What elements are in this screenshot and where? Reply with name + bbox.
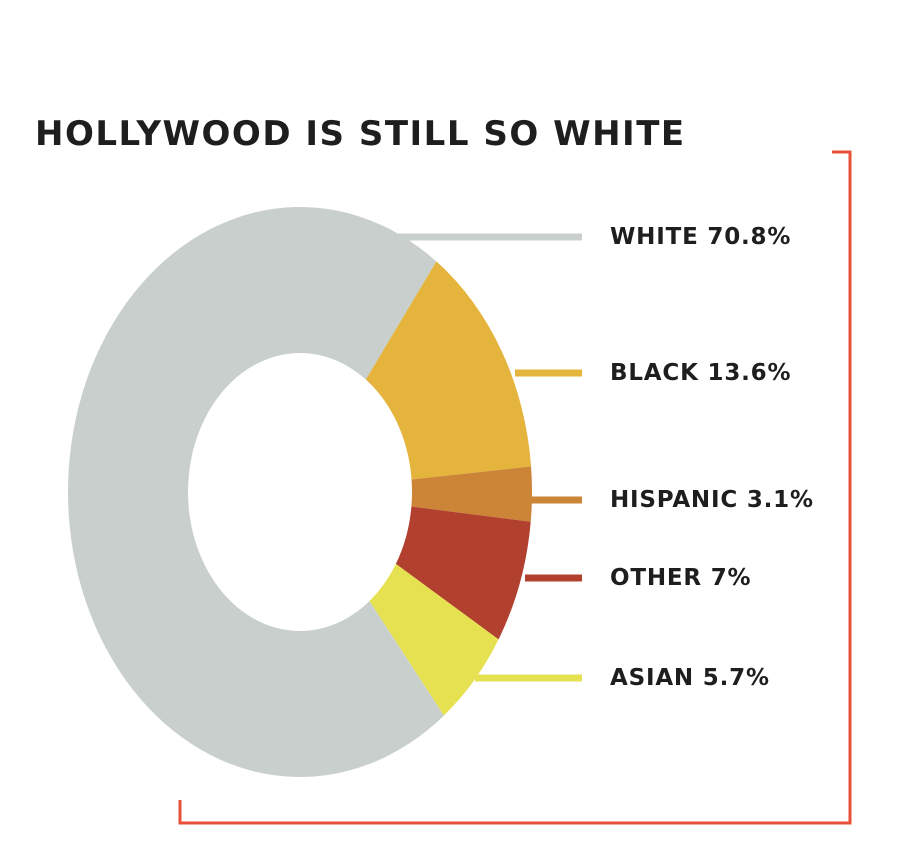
slice-label: WHITE 70.8% xyxy=(610,224,791,250)
donut-slice xyxy=(365,261,532,480)
category-label: HISPANIC xyxy=(610,487,738,513)
slice-label: OTHER 7% xyxy=(610,565,751,591)
value-label: 3.1% xyxy=(747,487,814,513)
donut-slice xyxy=(395,506,531,640)
slice-label: BLACK 13.6% xyxy=(610,360,791,386)
slice-label: HISPANIC 3.1% xyxy=(610,487,814,513)
donut-slice xyxy=(369,563,499,716)
category-label: ASIAN xyxy=(610,665,694,691)
donut-slice xyxy=(411,466,532,522)
donut-slice xyxy=(67,206,445,777)
chart-title: HOLLYWOOD IS STILL SO WHITE xyxy=(35,114,686,154)
value-label: 70.8% xyxy=(707,224,791,250)
category-label: OTHER xyxy=(610,565,702,591)
donut xyxy=(67,206,532,777)
value-label: 5.7% xyxy=(703,665,770,691)
slice-label: ASIAN 5.7% xyxy=(610,665,770,691)
frame-bracket xyxy=(178,150,852,825)
value-label: 13.6% xyxy=(708,360,792,386)
legend: WHITE 70.8% BLACK 13.6% HISPANIC 3.1% OTHER… xyxy=(395,224,814,691)
category-label: WHITE xyxy=(610,224,699,250)
value-label: 7% xyxy=(711,565,752,591)
category-label: BLACK xyxy=(610,360,699,386)
